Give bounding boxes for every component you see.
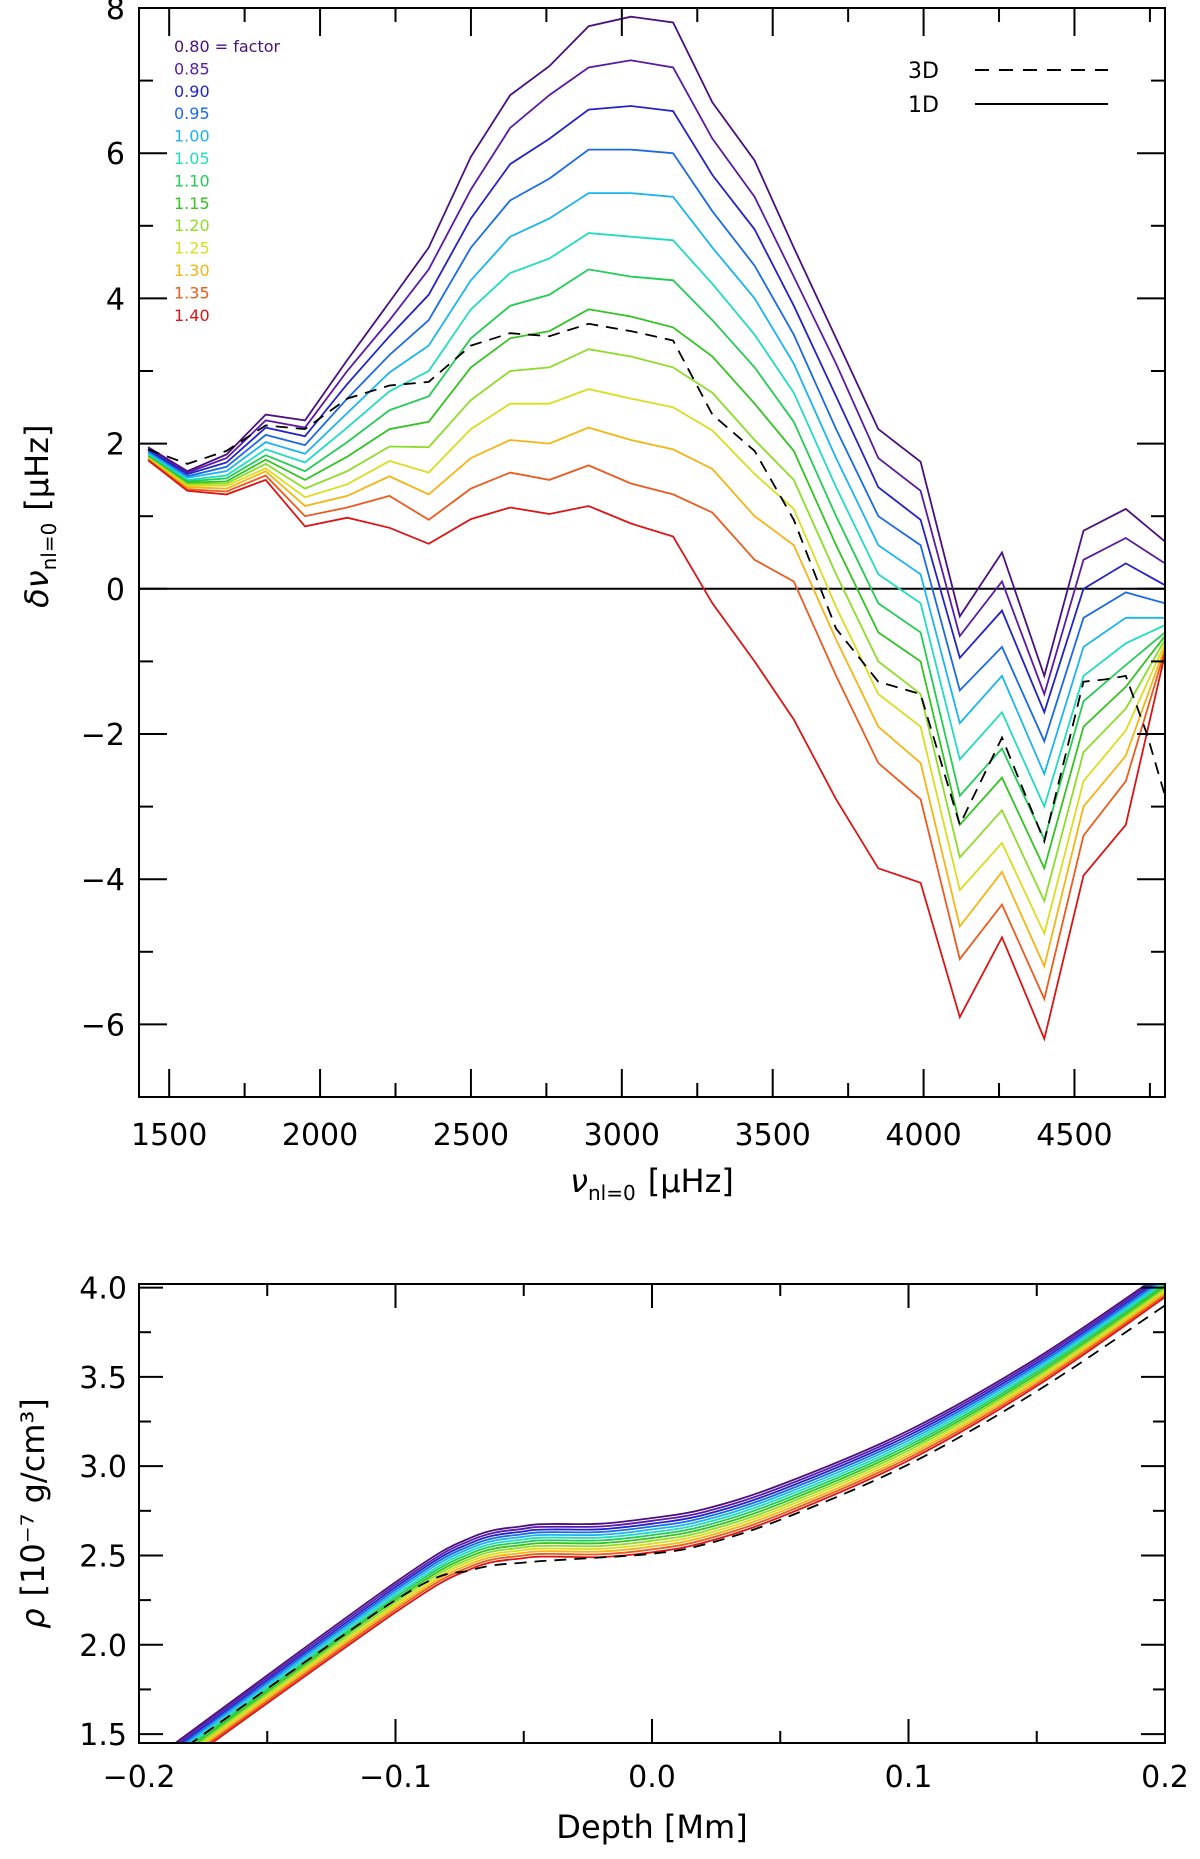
x-tick-label: 4500 [1036,1118,1112,1153]
series-line-1.30 [147,426,1165,970]
legend-entry-1.30: 1.30 [174,261,210,280]
y-axis-subscript: nl=0 [37,523,61,571]
bottom-panel-density-profile: −0.2 −0.1 0.0 0.1 0.2 1.5 2.0 2.5 3.0 3.5 4.0 Dept… [14,1272,1189,1846]
bottom-x-tick-label: 0.2 [1141,1760,1189,1795]
series-line-1.25 [147,388,1165,937]
reference-3d-line [147,322,1165,845]
line-legend-label-1D: 1D [908,93,939,118]
series-line-1.15 [147,308,1165,871]
top-panel-y-axis-label: δνnl=0 [μHz] [18,425,61,608]
x-tick-label: 2000 [282,1118,358,1153]
series-line-1.05 [147,232,1165,810]
rho-unit: [10⁻⁷ g/cm³] [14,1398,52,1596]
x-tick-label: 3000 [584,1118,660,1153]
y-tick-label: −6 [81,1008,125,1043]
bottom-x-tick-label: −0.2 [103,1760,176,1795]
density-line-1.40 [210,1296,1165,1743]
top-panel-series-lines [139,15,1165,1042]
series-line-0.90 [147,105,1165,715]
y-tick-label: 6 [106,137,125,172]
bottom-y-tick-label: 4.0 [79,1272,127,1307]
bottom-y-tick-label: 3.5 [79,1361,127,1396]
legend-entry-1.15: 1.15 [174,194,210,213]
top-panel-frame [138,7,1166,1098]
y-tick-label: 0 [106,573,125,608]
density-reference-3d-line [189,1304,1165,1743]
legend-entry-0.80: 0.80 = factor [174,37,281,56]
density-line-1.35 [207,1294,1165,1743]
series-line-0.95 [147,148,1165,744]
x-tick-label: 1500 [131,1118,207,1153]
density-line-1.15 [195,1285,1165,1743]
y-axis-symbol: δν [18,570,56,608]
top-panel-ticks: 1500 2000 2500 3000 3500 4000 4500 −6 −4 −2 0 2 4 6 8 [81,0,1165,1153]
y-axis-unit: [μHz] [18,425,56,511]
x-tick-label: 4000 [885,1118,961,1153]
y-tick-label: 2 [106,428,125,463]
bottom-panel-series-lines [173,1284,1165,1743]
y-tick-label: 4 [106,282,125,317]
legend-entry-0.85: 0.85 [174,59,210,78]
legend-entry-1.00: 1.00 [174,127,210,146]
bottom-x-tick-label: 0.0 [628,1760,676,1795]
density-line-1.00 [185,1284,1161,1743]
x-axis-symbol: ν [570,1162,588,1200]
legend-entry-1.40: 1.40 [174,306,210,325]
series-line-1.00 [147,192,1165,777]
density-line-1.05 [188,1284,1164,1743]
density-line-1.25 [201,1290,1165,1743]
bottom-x-tick-label: −0.1 [359,1760,432,1795]
rho-symbol: ρ [14,1608,52,1628]
bottom-y-tick-label: 1.5 [79,1718,127,1753]
density-line-1.10 [191,1284,1165,1743]
x-axis-unit: [μHz] [648,1162,734,1200]
density-line-0.80 [173,1284,1149,1743]
bottom-y-tick-label: 2.5 [79,1539,127,1574]
series-line-0.80 [147,15,1165,679]
x-tick-label: 3500 [735,1118,811,1153]
y-tick-label: −4 [81,863,125,898]
legend-entry-1.35: 1.35 [174,283,210,302]
top-panel-x-axis-label: νnl=0 [μHz] [570,1162,734,1205]
x-tick-label: 2500 [433,1118,509,1153]
series-line-1.40 [147,459,1165,1042]
bottom-panel-ticks: −0.2 −0.1 0.0 0.1 0.2 1.5 2.0 2.5 3.0 3.5 4.0 [79,1272,1189,1795]
y-tick-label: 8 [106,0,125,27]
top-panel-factor-legend: 0.80 = factor 0.85 0.90 0.95 1.00 1.05 1.10 1.1… [174,37,281,325]
bottom-panel-y-axis-label: ρ [10⁻⁷ g/cm³] [14,1398,52,1629]
legend-entry-0.95: 0.95 [174,104,210,123]
legend-entry-1.20: 1.20 [174,216,210,235]
top-panel-frequency-differences: 1500 2000 2500 3000 3500 4000 4500−6−4−202468 … [18,0,1166,1205]
density-line-0.85 [176,1284,1152,1743]
bottom-y-tick-label: 3.0 [79,1450,127,1485]
series-line-0.85 [147,59,1165,697]
series-line-1.20 [147,348,1165,904]
legend-entry-1.10: 1.10 [174,171,210,190]
density-line-0.90 [179,1284,1155,1743]
density-line-1.30 [204,1292,1165,1743]
x-axis-subscript: nl=0 [588,1181,636,1205]
series-line-1.10 [147,268,1165,842]
density-line-0.95 [182,1284,1158,1743]
bottom-x-tick-label: 0.1 [885,1760,933,1795]
bottom-y-tick-label: 2.0 [79,1629,127,1664]
line-legend-label-3D: 3D [908,59,939,84]
legend-entry-0.90: 0.90 [174,82,210,101]
series-line-1.35 [147,458,1165,1002]
legend-entry-1.25: 1.25 [174,239,210,258]
y-tick-label: −2 [81,718,125,753]
legend-entry-1.05: 1.05 [174,149,210,168]
bottom-panel-x-axis-label: Depth [Mm] [556,1808,747,1846]
